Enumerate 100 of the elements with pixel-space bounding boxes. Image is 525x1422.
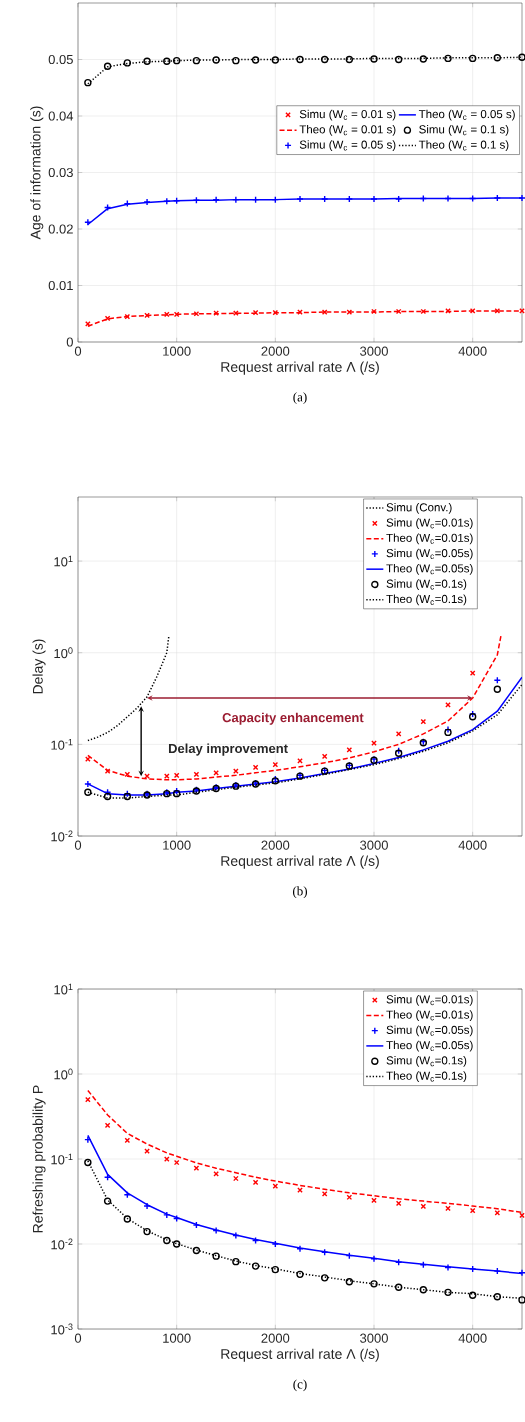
x-tick-label: 3000 — [360, 840, 388, 850]
legend-label: Simu (W$_{c}$=0.1s) — [386, 579, 467, 590]
point — [143, 1227, 151, 1236]
point — [172, 56, 181, 65]
point — [493, 1293, 502, 1301]
x-tick-label: 3000 — [360, 1333, 388, 1343]
legend-label: Theo (W$_{c}$=0.05s) — [386, 1040, 473, 1052]
point — [103, 62, 112, 70]
y-tick-label: 10$^{0}$ — [54, 647, 73, 659]
legend-label: Simu (W$_{c}$=0.01s) — [386, 994, 473, 1006]
x-tick-label: 3000 — [360, 346, 388, 356]
point — [252, 764, 259, 771]
y-tick-label: 0.01 — [48, 280, 73, 291]
point — [493, 685, 502, 693]
y-tick-label: 0.03 — [48, 167, 73, 178]
y-tick-label: 10$^{-3}$ — [51, 1323, 73, 1335]
point — [371, 740, 377, 747]
legend-label: Theo (W$_{c}$=0.1s) — [386, 1071, 467, 1083]
point — [251, 56, 260, 64]
point — [420, 308, 427, 315]
point — [320, 55, 329, 64]
point — [173, 1159, 180, 1166]
legend-label: Theo (W$_{c}$ = 0.1 s) — [418, 140, 509, 151]
point — [172, 1240, 181, 1248]
annotation: Capacity enhancement — [222, 712, 364, 725]
legend-label: Simu (W$_{c}$ = 0.01 s) — [299, 109, 396, 121]
point — [103, 1197, 112, 1205]
y-tick-label: 10$^{-1}$ — [51, 1153, 73, 1165]
annotation: Delay improvement — [168, 743, 288, 756]
point — [518, 1296, 525, 1304]
point — [84, 788, 92, 796]
point — [163, 57, 171, 65]
legend-label: Simu (W$_{c}$=0.1s) — [386, 1056, 467, 1067]
y-tick-label: 10$^{0}$ — [54, 1068, 73, 1080]
point — [123, 59, 132, 67]
y-axis-title: Age of information (s) — [30, 106, 44, 240]
x-tick-label: 0 — [74, 840, 82, 850]
point — [296, 1270, 304, 1279]
point — [444, 54, 452, 63]
text: (a) — [293, 392, 307, 405]
y-tick-label: 10$^{-2}$ — [51, 830, 73, 842]
legend-label: Simu (W$_{c}$=0.05s) — [386, 548, 473, 560]
point — [468, 54, 477, 63]
y-tick-label: 10$^{1}$ — [54, 555, 73, 567]
line-series — [87, 633, 503, 781]
legend-label: Simu (W$_{c}$ = 0.1 s) — [419, 124, 509, 136]
text: (b) — [293, 886, 308, 899]
point — [320, 1274, 329, 1282]
point — [394, 1283, 403, 1291]
point — [84, 1158, 92, 1167]
y-tick-label: 0.04 — [48, 111, 74, 121]
x-tick-label: 0 — [74, 1333, 82, 1343]
point — [394, 55, 403, 64]
text: (c) — [293, 1379, 307, 1392]
point — [493, 54, 502, 62]
point — [297, 1187, 303, 1193]
x-tick-label: 1000 — [163, 346, 191, 356]
point — [370, 1280, 378, 1288]
y-tick-label: 0 — [66, 337, 73, 347]
point — [297, 758, 303, 764]
legend-label: Simu (W$_{c}$=0.01s) — [386, 518, 473, 529]
x-tick-label: 4000 — [458, 346, 487, 356]
point — [468, 1291, 477, 1299]
point — [251, 1262, 260, 1270]
line-series — [87, 635, 170, 742]
point — [419, 1286, 428, 1294]
y-tick-label: 10$^{-2}$ — [51, 1238, 73, 1250]
point — [232, 56, 240, 65]
point — [444, 1288, 452, 1297]
point — [252, 1179, 259, 1186]
x-tick-label: 2000 — [261, 346, 290, 356]
point — [419, 55, 428, 63]
legend-label: Theo (W$_{c}$=0.01s) — [386, 1010, 473, 1021]
point — [192, 1246, 201, 1255]
line-series — [87, 1089, 522, 1214]
point — [271, 56, 280, 64]
x-tick-label: 4000 — [458, 840, 487, 850]
point — [192, 56, 201, 65]
point — [271, 1265, 280, 1274]
legend-label: Theo (W$_{c}$=0.05s) — [386, 564, 473, 575]
point — [296, 55, 304, 64]
x-tick-label: 4000 — [458, 1333, 487, 1343]
x-axis-title: Request arrival rate Λ (/s) — [221, 361, 379, 375]
point — [103, 792, 112, 801]
legend-label: Simu (W$_{c}$=0.05s) — [386, 1025, 473, 1037]
legend-label: Theo (W$_{c}$ = 0.05 s) — [418, 109, 515, 121]
point — [163, 1156, 170, 1162]
point — [370, 55, 378, 63]
legend-label: Simu (W$_{c}$ = 0.05 s) — [299, 140, 396, 151]
y-tick-label: 0.02 — [48, 224, 73, 234]
legend-label: Simu (Conv.) — [386, 502, 452, 514]
x-axis-title: Request arrival rate Λ (/s) — [221, 1348, 379, 1362]
x-tick-label: 0 — [74, 346, 82, 356]
x-axis-title: Request arrival rate Λ (/s) — [221, 855, 379, 869]
point — [212, 1252, 220, 1260]
point — [212, 56, 220, 64]
y-tick-label: 0.05 — [48, 54, 73, 65]
x-tick-label: 2000 — [261, 840, 290, 850]
point — [345, 1278, 354, 1286]
point — [445, 702, 451, 708]
